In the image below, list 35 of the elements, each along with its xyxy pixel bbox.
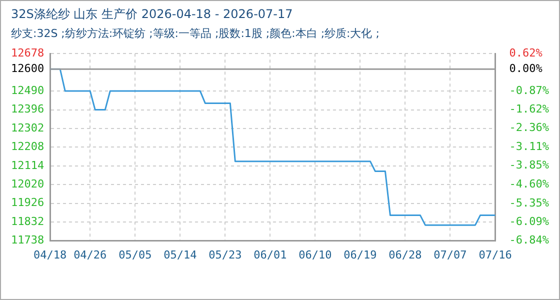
y2-tick-label: 0.00% [509, 62, 543, 76]
x-tick-label: 06/10 [298, 248, 332, 262]
x-tick-label: 04/18 [34, 248, 67, 262]
y-tick-label: 12396 [10, 102, 44, 116]
x-tick-label: 06/28 [388, 248, 422, 262]
y-tick-label: 12678 [10, 46, 44, 60]
y2-tick-label: 0.62% [509, 46, 543, 60]
y-tick-label: 11926 [10, 196, 44, 210]
y2-tick-label: -6.09% [509, 214, 550, 228]
y-tick-label: 12020 [10, 178, 44, 190]
y2-tick-label: -0.87% [509, 84, 550, 97]
y-tick-label: 12302 [10, 121, 44, 134]
x-tick-label: 05/14 [164, 248, 198, 262]
chart-title: 32S涤纶纱 山东 生产价 2026-04-18 - 2026-07-17 [11, 6, 293, 23]
x-tick-label: 07/16 [478, 248, 512, 262]
y-tick-label: 12600 [10, 62, 44, 75]
x-tick-label: 07/07 [434, 248, 467, 262]
y-tick-label: 12208 [10, 140, 44, 154]
x-tick-label: 06/19 [344, 248, 377, 262]
x-tick-label: 05/05 [118, 248, 152, 262]
y-tick-label: 12490 [10, 84, 44, 97]
y2-tick-label: -4.60% [509, 177, 550, 190]
y-tick-label: 11738 [10, 234, 44, 247]
y2-tick-label: -3.85% [509, 158, 550, 172]
chart-subtitle: 纱支:32S ;纺纱方法:环锭纺 ;等级:一等品 ;股数:1股 ;颜色:本白 ;纱质:大化 ; [11, 26, 380, 41]
x-tick-label: 06/01 [254, 248, 287, 262]
x-tick-label: 05/23 [208, 248, 242, 262]
y2-tick-label: -2.36% [509, 121, 550, 134]
y2-tick-label: -5.35% [509, 196, 550, 210]
y2-tick-label: -3.11% [509, 140, 550, 154]
y-tick-label: 11832 [10, 214, 44, 228]
y2-tick-label: -1.62% [509, 102, 550, 116]
x-tick-label: 04/26 [74, 248, 107, 262]
y2-tick-label: -6.84% [509, 234, 550, 247]
y-tick-label: 12114 [10, 158, 44, 172]
